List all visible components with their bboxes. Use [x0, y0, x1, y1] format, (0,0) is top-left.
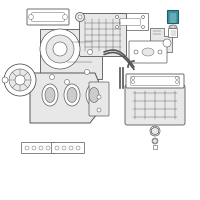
Circle shape [97, 95, 101, 99]
Circle shape [176, 76, 179, 79]
Circle shape [40, 29, 80, 69]
Ellipse shape [45, 88, 55, 102]
Ellipse shape [170, 26, 176, 28]
FancyBboxPatch shape [32, 13, 64, 21]
Circle shape [158, 50, 162, 54]
Ellipse shape [76, 12, 84, 21]
Circle shape [88, 49, 92, 54]
Ellipse shape [69, 146, 73, 150]
Circle shape [97, 108, 101, 112]
Ellipse shape [89, 88, 99, 102]
Circle shape [152, 138, 158, 144]
Ellipse shape [169, 25, 177, 29]
Circle shape [62, 15, 68, 20]
Polygon shape [150, 28, 172, 52]
Ellipse shape [39, 146, 43, 150]
Ellipse shape [62, 146, 66, 150]
FancyBboxPatch shape [112, 14, 148, 30]
FancyBboxPatch shape [168, 28, 178, 38]
Ellipse shape [86, 84, 102, 106]
FancyBboxPatch shape [80, 14, 127, 56]
Polygon shape [40, 29, 102, 93]
Circle shape [64, 79, 70, 84]
FancyBboxPatch shape [129, 41, 167, 63]
Ellipse shape [25, 146, 29, 150]
Circle shape [53, 42, 67, 56]
Ellipse shape [142, 48, 154, 56]
Circle shape [163, 39, 171, 47]
Bar [153, 145, 157, 149]
Polygon shape [153, 138, 157, 144]
FancyBboxPatch shape [126, 74, 184, 88]
Circle shape [9, 69, 31, 91]
Ellipse shape [42, 84, 58, 106]
Circle shape [132, 80, 134, 84]
Circle shape [2, 77, 8, 83]
Polygon shape [152, 127, 158, 135]
Polygon shape [30, 73, 100, 123]
Circle shape [116, 16, 118, 19]
Ellipse shape [76, 146, 80, 150]
Circle shape [15, 75, 25, 85]
Circle shape [176, 80, 179, 84]
Ellipse shape [64, 84, 80, 106]
FancyBboxPatch shape [131, 77, 179, 85]
Ellipse shape [32, 146, 36, 150]
Ellipse shape [67, 88, 77, 102]
Circle shape [142, 16, 144, 19]
Circle shape [46, 35, 74, 63]
Circle shape [150, 126, 160, 136]
FancyBboxPatch shape [125, 85, 185, 125]
FancyBboxPatch shape [120, 19, 140, 25]
Circle shape [84, 70, 90, 74]
Circle shape [29, 15, 34, 20]
Circle shape [4, 64, 36, 96]
Circle shape [134, 50, 138, 54]
FancyBboxPatch shape [27, 9, 69, 25]
Circle shape [132, 76, 134, 79]
Ellipse shape [55, 146, 59, 150]
Ellipse shape [78, 15, 82, 19]
FancyBboxPatch shape [52, 142, 84, 154]
FancyBboxPatch shape [89, 82, 109, 116]
Circle shape [142, 25, 144, 28]
FancyBboxPatch shape [168, 10, 179, 23]
Circle shape [50, 74, 54, 79]
Ellipse shape [46, 146, 50, 150]
Circle shape [116, 25, 118, 28]
FancyBboxPatch shape [22, 142, 54, 154]
